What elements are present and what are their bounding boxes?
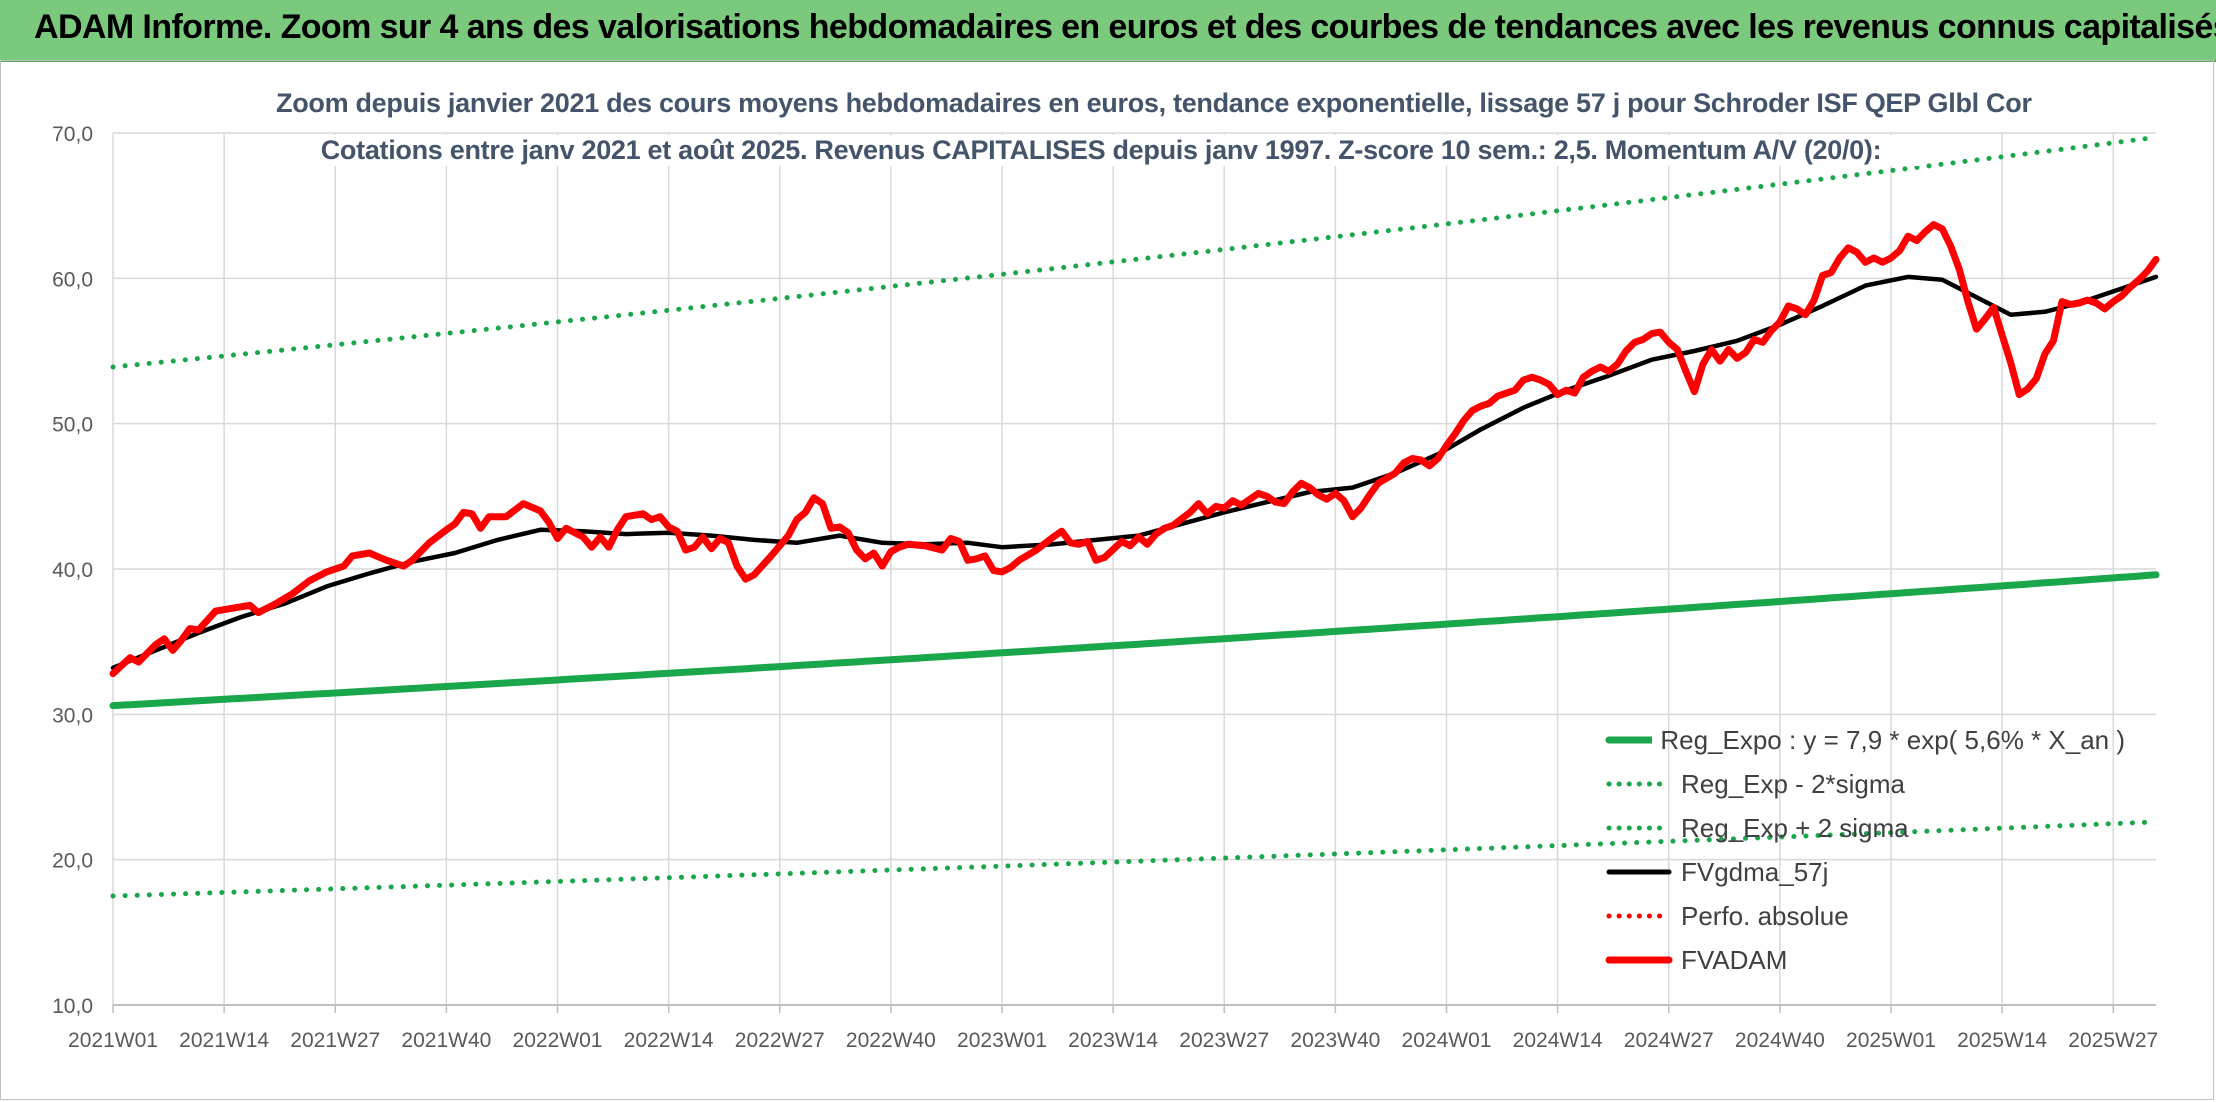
chart-title: Zoom depuis janvier 2021 des cours moyen… <box>276 88 2032 119</box>
y-tick-label: 40,0 <box>52 559 93 582</box>
legend-label: Perfo. absolue <box>1681 900 1849 931</box>
legend-label: Reg_Exp + 2 sigma <box>1681 812 1909 843</box>
legend-swatch <box>1606 869 1672 875</box>
y-tick-label: 50,0 <box>52 414 93 437</box>
x-tick-label: 2024W01 <box>1402 1029 1492 1052</box>
legend-item: Reg_Exp - 2*sigma <box>1605 762 2125 806</box>
chart-frame <box>0 60 2214 1100</box>
x-tick-label: 2023W40 <box>1290 1029 1380 1052</box>
series-line-fvadam <box>109 221 2160 678</box>
x-tick-label: 2023W27 <box>1179 1029 1269 1052</box>
legend-swatch <box>1606 825 1672 831</box>
x-tick-label: 2024W27 <box>1624 1029 1714 1052</box>
legend-label: FVgdma_57j <box>1681 856 1829 887</box>
x-tick-label: 2021W40 <box>401 1029 491 1052</box>
legend-label: Reg_Exp - 2*sigma <box>1681 768 1905 799</box>
series-line-fvgdma-57j <box>110 274 2159 671</box>
legend-swatch <box>1605 736 1653 744</box>
series-line-reg-exp-2-sigma <box>110 819 2159 899</box>
series-line-reg-exp-2-sigma <box>110 134 2159 370</box>
y-tick-label: 60,0 <box>52 268 93 291</box>
y-tick-label: 70,0 <box>52 123 93 146</box>
series-line-reg-expo-y-7-9-exp-5-6-x-an <box>109 571 2160 710</box>
legend-swatch <box>1606 913 1672 919</box>
x-tick-label: 2022W14 <box>624 1029 714 1052</box>
x-tick-label: 2021W14 <box>179 1029 269 1052</box>
x-tick-label: 2022W27 <box>735 1029 825 1052</box>
legend-item: FVADAM <box>1605 938 2125 982</box>
chart-legend: Reg_Expo : y = 7,9 * exp( 5,6% * X_an ) R… <box>1605 718 2125 982</box>
x-tick-label: 2023W14 <box>1068 1029 1158 1052</box>
legend-label: Reg_Expo : y = 7,9 * exp( 5,6% * X_an ) <box>1660 724 2125 755</box>
legend-label: FVADAM <box>1681 944 1788 975</box>
legend-item: Reg_Exp + 2 sigma <box>1605 806 2125 850</box>
legend-item: FVgdma_57j <box>1605 850 2125 894</box>
x-tick-label: 2025W27 <box>2068 1029 2158 1052</box>
x-tick-label: 2022W40 <box>846 1029 936 1052</box>
legend-item: Reg_Expo : y = 7,9 * exp( 5,6% * X_an ) <box>1605 718 2125 762</box>
x-tick-label: 2024W14 <box>1513 1029 1603 1052</box>
legend-item: Perfo. absolue <box>1605 894 2125 938</box>
x-tick-label: 2024W40 <box>1735 1029 1825 1052</box>
chart-subtitle: Cotations entre janv 2021 et août 2025. … <box>276 135 1926 166</box>
header-banner: ADAM Informe. Zoom sur 4 ans des valoris… <box>0 0 2216 62</box>
legend-swatch <box>1606 781 1672 787</box>
y-tick-label: 20,0 <box>52 850 93 873</box>
report-title: ADAM Informe. Zoom sur 4 ans des valoris… <box>34 8 2216 46</box>
x-tick-label: 2021W01 <box>68 1029 158 1052</box>
x-tick-label: 2022W01 <box>513 1029 603 1052</box>
x-tick-label: 2025W01 <box>1846 1029 1936 1052</box>
x-tick-label: 2021W27 <box>290 1029 380 1052</box>
x-tick-label: 2025W14 <box>1957 1029 2047 1052</box>
legend-swatch <box>1605 956 1673 964</box>
x-tick-label: 2023W01 <box>957 1029 1047 1052</box>
y-tick-label: 10,0 <box>52 995 93 1018</box>
y-tick-label: 30,0 <box>52 704 93 727</box>
